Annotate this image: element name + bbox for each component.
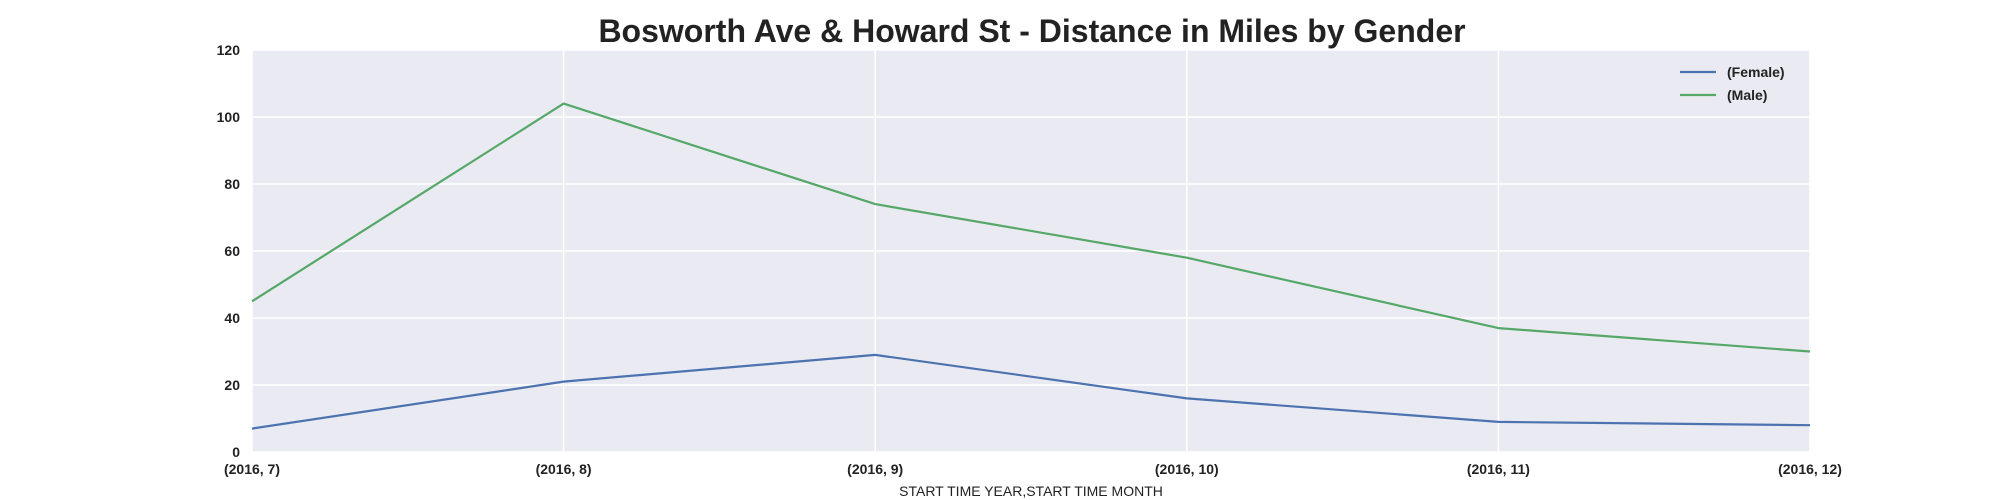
series-line-female (251, 353, 1811, 430)
y-tick-label: 80 (224, 176, 240, 192)
y-tick-label: 20 (224, 377, 240, 393)
chart-title: Bosworth Ave & Howard St - Distance in M… (598, 13, 1465, 49)
y-tick-label: 40 (224, 310, 240, 326)
x-tick-label: (2016, 8) (536, 461, 592, 477)
x-tick-label: (2016, 11) (1467, 461, 1530, 477)
x-tick-label: (2016, 10) (1155, 461, 1219, 477)
x-tick-label: (2016, 12) (1778, 461, 1842, 477)
legend: (Female) (Male) (1680, 64, 1785, 103)
series-line-male (251, 102, 1811, 353)
x-tick-label: (2016, 7) (224, 461, 280, 477)
y-tick-label: 0 (232, 444, 240, 460)
y-tick-label: 120 (217, 42, 241, 58)
y-tick-label: 100 (217, 109, 241, 125)
x-tick-label: (2016, 9) (847, 461, 903, 477)
y-tick-label: 60 (224, 243, 240, 259)
legend-label: (Female) (1727, 64, 1785, 80)
x-axis-label: START TIME YEAR,START TIME MONTH (899, 483, 1163, 499)
legend-label: (Male) (1727, 87, 1767, 103)
